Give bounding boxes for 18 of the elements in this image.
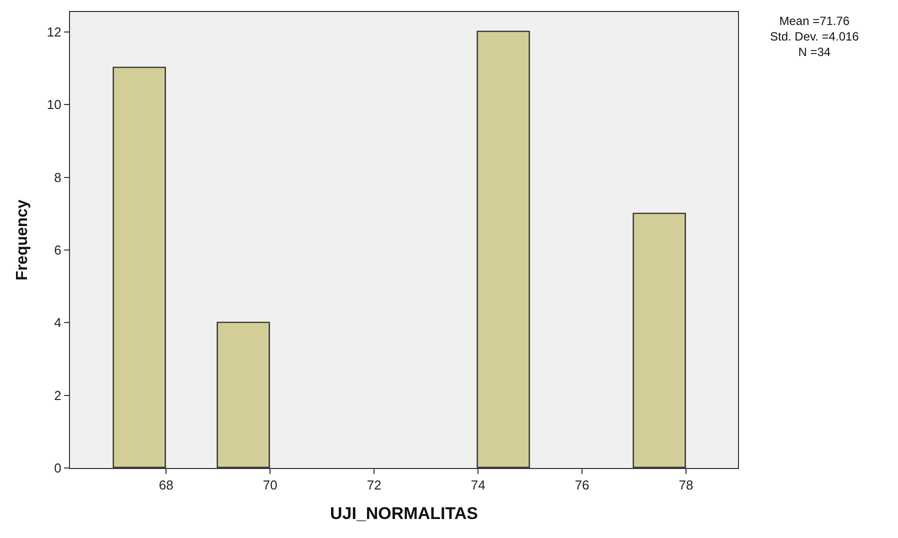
y-tick-label: 8 bbox=[54, 170, 62, 185]
y-tick-label: 12 bbox=[46, 24, 62, 40]
x-tick-label: 68 bbox=[158, 478, 174, 493]
x-tick-label: 72 bbox=[366, 478, 382, 493]
x-tick-label: 76 bbox=[574, 478, 590, 493]
y-tick-label: 4 bbox=[54, 315, 62, 330]
y-tick-label: 6 bbox=[54, 242, 62, 258]
x-tick-label: 74 bbox=[470, 478, 486, 493]
text: Mean =71.76 bbox=[779, 14, 850, 28]
x-axis-title: UJI_NORMALITAS bbox=[330, 504, 478, 523]
text: Std. Dev. =4.016 bbox=[770, 30, 860, 44]
y-tick-label: 10 bbox=[46, 97, 62, 112]
y-tick-label: 2 bbox=[54, 388, 62, 403]
y-axis-title: Frequency bbox=[14, 199, 31, 280]
text: N =34 bbox=[798, 45, 831, 60]
x-tick-label: 70 bbox=[262, 478, 278, 493]
x-tick-label: 78 bbox=[678, 478, 694, 493]
y-tick-label: 0 bbox=[54, 460, 62, 476]
